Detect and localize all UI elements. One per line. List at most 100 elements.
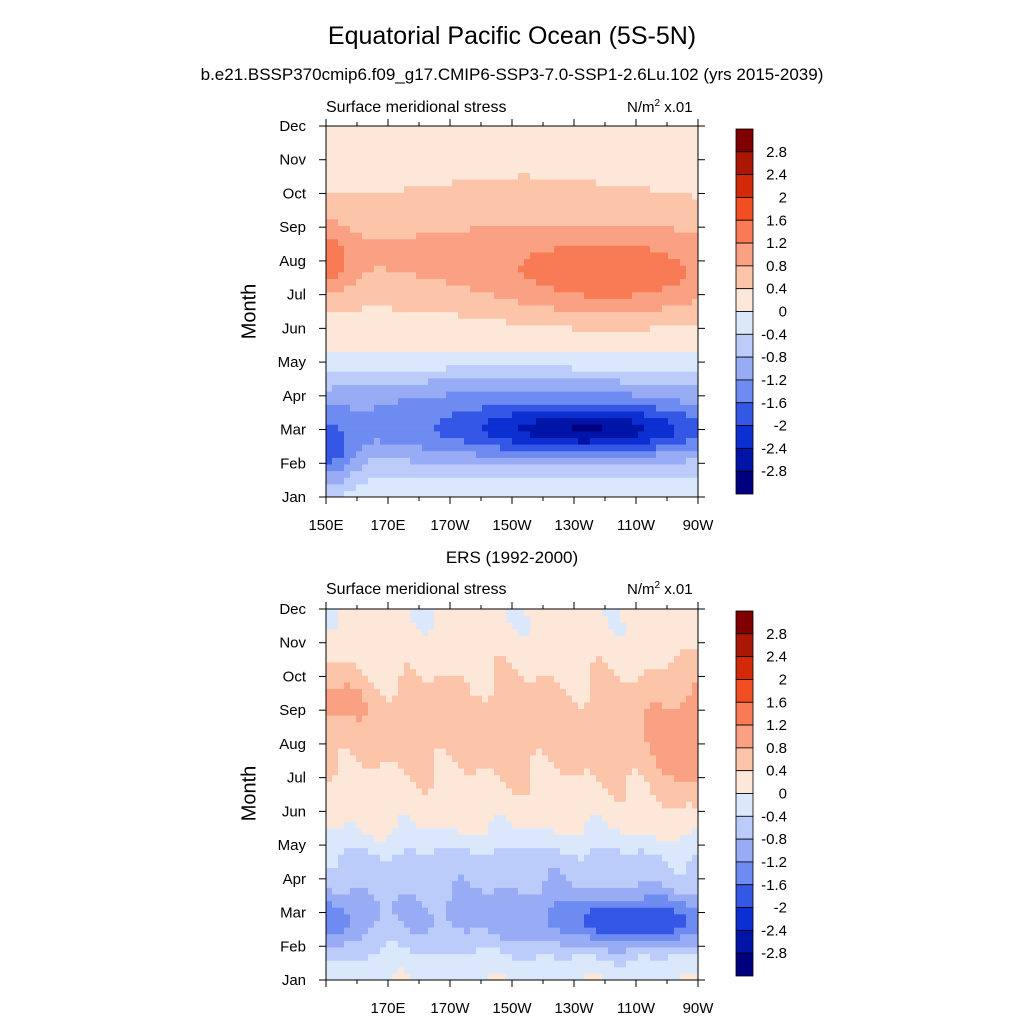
panel1-cell xyxy=(368,490,375,497)
panel1-cell xyxy=(506,298,513,306)
panel1-cell xyxy=(686,311,693,319)
panel1-cell xyxy=(608,304,615,313)
panel1-cell xyxy=(650,126,657,134)
panel2-cell xyxy=(326,854,333,862)
panel2-cell xyxy=(338,893,345,902)
panel2-cell xyxy=(434,821,441,829)
panel1-cell xyxy=(380,490,387,497)
panel1-cell xyxy=(626,172,633,180)
panel1-cell xyxy=(596,470,603,478)
panel1-cell xyxy=(674,232,681,240)
panel1-cell xyxy=(338,417,345,425)
panel2-cell xyxy=(392,681,399,690)
panel1-cell xyxy=(488,232,495,240)
panel2-cell xyxy=(470,880,477,888)
panel1-cell xyxy=(488,225,495,233)
panel1-cell xyxy=(608,172,615,180)
panel1-cell xyxy=(674,364,681,372)
panel1-cell xyxy=(326,265,333,273)
panel1-cell xyxy=(476,205,483,213)
panel1-cell xyxy=(518,165,525,173)
panel1-cell xyxy=(692,463,698,472)
panel1-cell xyxy=(590,470,597,478)
panel1-cell xyxy=(662,377,669,385)
panel2-cell xyxy=(338,966,345,974)
panel1-cell xyxy=(584,285,591,293)
panel1-cell xyxy=(686,437,693,445)
panel1-cell xyxy=(680,225,687,233)
panel1-cell xyxy=(356,179,363,187)
panel2-cell xyxy=(482,688,489,696)
panel1-cell xyxy=(404,198,411,207)
panel2-cell xyxy=(398,847,405,855)
panel2-cell xyxy=(350,940,357,948)
panel1-cell xyxy=(692,311,698,319)
panel1-cell xyxy=(620,245,627,253)
panel2-cell xyxy=(452,695,459,703)
panel1-cell xyxy=(530,145,537,154)
panel2-cell xyxy=(350,933,357,941)
panel1-cell xyxy=(434,357,441,366)
panel1-cell xyxy=(662,225,669,233)
panel2-cell xyxy=(410,834,417,842)
panel1-cell xyxy=(626,397,633,405)
panel1-cell xyxy=(608,351,615,359)
panel1-cell xyxy=(602,410,609,419)
panel1-cell xyxy=(398,318,405,326)
panel2-cell xyxy=(470,748,477,756)
panel1-cell xyxy=(632,152,639,160)
panel1-cell xyxy=(614,351,621,359)
panel1-cell xyxy=(578,450,585,458)
panel2-cell xyxy=(440,887,447,895)
panel1-cell xyxy=(644,351,651,359)
panel1-cell xyxy=(452,285,459,293)
panel1-cell xyxy=(434,410,441,419)
panel2-cell xyxy=(374,748,381,756)
panel2-cell xyxy=(428,860,435,868)
panel1-cell xyxy=(476,364,483,372)
panel1-cell xyxy=(380,126,387,134)
panel2-cell xyxy=(326,622,333,630)
panel1-cell xyxy=(344,278,351,286)
panel2-cell xyxy=(398,900,405,908)
panel2-cell xyxy=(482,622,489,630)
panel2-cell xyxy=(446,701,453,709)
panel1-cell xyxy=(584,192,591,200)
panel1-cell xyxy=(614,324,621,332)
panel2-cell xyxy=(458,953,465,961)
panel1-cell xyxy=(572,271,579,279)
panel1-cell xyxy=(404,212,411,220)
panel1-cell xyxy=(554,185,561,193)
panel1-cell xyxy=(548,172,555,180)
panel2-cell xyxy=(338,622,345,630)
panel2-cell xyxy=(398,840,405,849)
panel2-cell xyxy=(482,715,489,723)
panel1-cell xyxy=(440,338,447,346)
panel1-cell xyxy=(686,457,693,465)
panel1-cell xyxy=(608,463,615,472)
panel1-cell xyxy=(578,265,585,273)
panel2-cell xyxy=(434,688,441,696)
panel2-cell xyxy=(338,854,345,862)
panel1-cell xyxy=(380,185,387,193)
panel2-cell xyxy=(362,635,369,643)
panel2-cell xyxy=(440,768,447,776)
panel1-cell xyxy=(668,318,675,326)
panel1-cell xyxy=(404,384,411,392)
panel1-cell xyxy=(368,391,375,399)
panel1-cell xyxy=(446,285,453,293)
panel1-cell xyxy=(638,384,645,392)
panel1-cell xyxy=(662,457,669,465)
panel1-cell xyxy=(662,132,669,140)
panel2-cell xyxy=(404,953,411,961)
panel1-cell xyxy=(338,218,345,226)
panel1-cell xyxy=(608,132,615,140)
panel1-cell xyxy=(350,159,357,167)
panel1-cell xyxy=(548,391,555,399)
panel2-cell xyxy=(422,728,429,736)
panel2-cell xyxy=(338,847,345,855)
panel1-cell xyxy=(650,404,657,412)
panel2-cell xyxy=(416,801,423,809)
panel2-cell xyxy=(386,741,393,749)
panel1-cell xyxy=(638,179,645,187)
